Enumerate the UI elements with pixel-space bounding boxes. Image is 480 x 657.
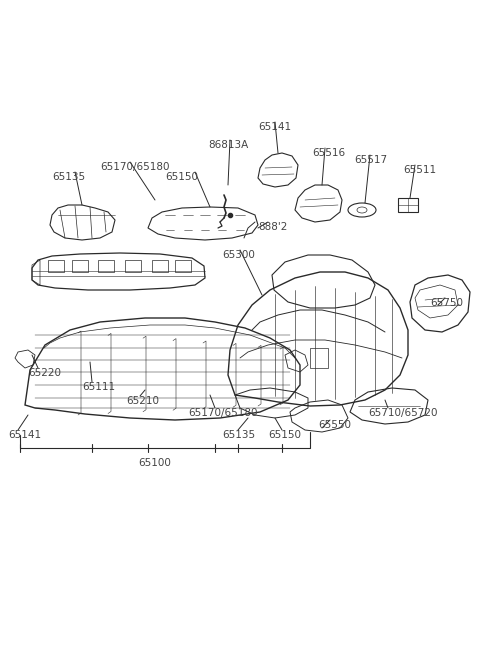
Text: 65135: 65135 xyxy=(52,172,85,182)
Text: 65750: 65750 xyxy=(430,298,463,308)
Text: 65220: 65220 xyxy=(28,368,61,378)
Text: 65100: 65100 xyxy=(138,458,171,468)
Text: 65135: 65135 xyxy=(222,430,255,440)
Text: 65550: 65550 xyxy=(318,420,351,430)
Text: 65150: 65150 xyxy=(268,430,301,440)
Text: 65300: 65300 xyxy=(222,250,255,260)
Text: 65170/65180: 65170/65180 xyxy=(100,162,169,172)
Text: 65170/65180: 65170/65180 xyxy=(188,408,257,418)
Text: 65511: 65511 xyxy=(403,165,436,175)
Text: 65710/65720: 65710/65720 xyxy=(368,408,437,418)
Text: 888'2: 888'2 xyxy=(258,222,288,232)
Text: 65111: 65111 xyxy=(82,382,115,392)
Text: 65516: 65516 xyxy=(312,148,345,158)
Text: 65141: 65141 xyxy=(8,430,41,440)
Text: 65150: 65150 xyxy=(165,172,198,182)
Text: 65210: 65210 xyxy=(126,396,159,406)
Text: 65517: 65517 xyxy=(354,155,387,165)
Text: 65141: 65141 xyxy=(258,122,291,132)
Text: 86813A: 86813A xyxy=(208,140,248,150)
